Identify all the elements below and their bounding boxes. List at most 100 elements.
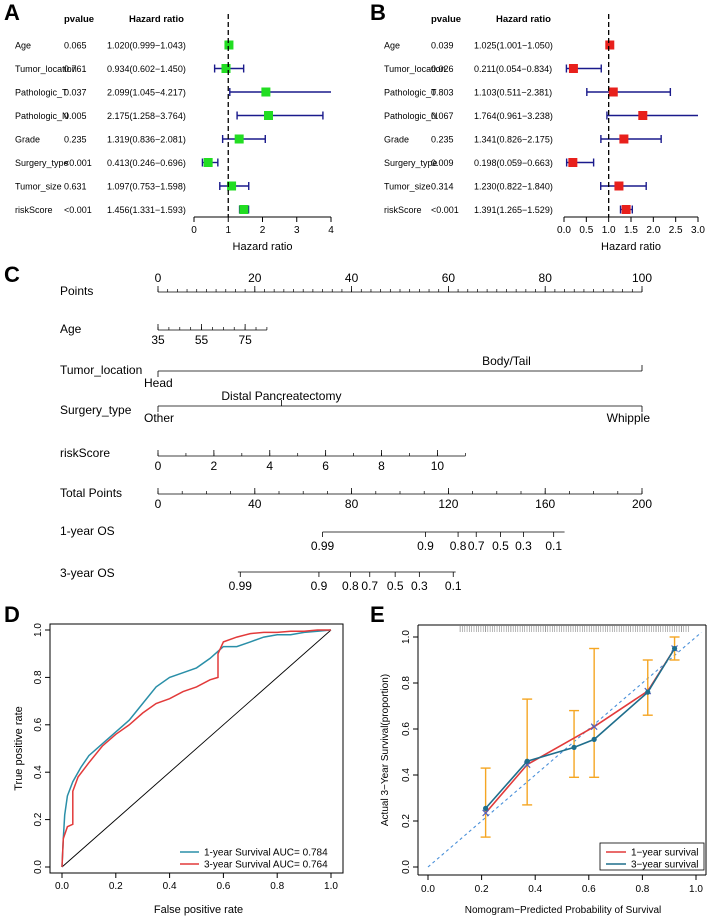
point-marker	[591, 736, 597, 742]
x-tick-label: 0.5	[579, 225, 593, 236]
row-label: Tumor_size	[15, 182, 62, 192]
x-tick-label: 0.6	[216, 881, 230, 892]
x-tick-label: 3	[294, 225, 300, 236]
x-tick-label: 0.0	[557, 225, 571, 236]
forest-plot-b: pvalue Hazard ratio Age 0.039 1.025(1.001−1.…	[384, 14, 705, 253]
x-tick-label: 2.5	[669, 225, 683, 236]
hr-marker	[638, 111, 648, 120]
x-tick-label: 0.8	[270, 881, 284, 892]
x-tick-label: 0.8	[635, 884, 649, 895]
y-tick-label: 0.4	[401, 768, 412, 782]
row-pvalue: 0.039	[431, 41, 454, 51]
prob-tick-label: 0.9	[417, 539, 434, 553]
y-tick-label: 1.0	[401, 630, 412, 644]
diagonal-reference	[61, 629, 332, 868]
row-label: Pathologic_N	[15, 111, 69, 121]
tick-label: 20	[248, 271, 262, 285]
row-label: Tumor_location	[15, 64, 77, 74]
category-label: Head	[144, 376, 173, 390]
y-tick-label: 1.0	[33, 623, 44, 637]
prob-tick-label: 0.9	[311, 579, 328, 593]
tick-label: 80	[345, 497, 359, 511]
y-tick-label: 0.0	[401, 860, 412, 874]
tick-label: 75	[238, 333, 252, 347]
point-marker	[571, 744, 577, 751]
hr-marker	[227, 181, 237, 191]
category-label: Other	[144, 411, 174, 425]
tick-label: 160	[535, 497, 555, 511]
y-axis-title: True positive rate	[13, 706, 25, 791]
prob-tick-label: 0.8	[342, 579, 359, 593]
row-pvalue: 0.067	[431, 111, 454, 121]
row-hr-text: 0.934(0.602−1.450)	[107, 64, 186, 74]
hr-marker	[234, 134, 244, 144]
y-tick-label: 0.0	[33, 860, 44, 874]
row-hr-text: 1.103(0.511−2.381)	[474, 88, 552, 98]
row-pvalue: 0.314	[431, 182, 454, 192]
tick-label: 0	[155, 271, 162, 285]
y-tick-label: 0.2	[401, 814, 412, 828]
tick-label: 2	[211, 459, 218, 473]
row-pvalue: 0.037	[64, 88, 87, 98]
roc-plot: 0.0 0.2 0.4 0.6 0.8 1.0 0.0 0.2 0.4 0.6 0.8 1.0 Fals…	[13, 623, 344, 916]
hr-marker	[608, 87, 618, 97]
hr-marker	[263, 111, 273, 120]
hr-header: Hazard ratio	[496, 14, 551, 25]
hr-marker	[203, 158, 213, 167]
calibration-line	[484, 648, 676, 809]
row-hr-text: 0.211(0.054−0.834)	[474, 64, 552, 74]
x-tick-label: 0.2	[475, 884, 489, 895]
row-label: Pathologic_T	[384, 88, 437, 98]
roc-curve	[61, 629, 331, 868]
tick-label: 4	[266, 459, 273, 473]
prob-tick-label: 0.99	[229, 579, 253, 593]
nomogram-row-label: Surgery_type	[60, 403, 132, 417]
row-hr-text: 2.099(1.045−4.217)	[107, 88, 186, 98]
plot-frame	[49, 623, 344, 874]
category-label: Body/Tail	[482, 354, 531, 368]
x-tick-label: 0.0	[55, 881, 69, 892]
pvalue-header: pvalue	[431, 14, 461, 25]
prob-tick-label: 0.5	[387, 579, 404, 593]
row-hr-text: 1.391(1.265−1.529)	[474, 205, 553, 215]
x-axis-title: Hazard ratio	[233, 241, 293, 253]
row-label: Grade	[15, 135, 40, 145]
x-tick-label: 2	[260, 225, 266, 236]
row-label: Tumor_location	[384, 64, 446, 74]
nomogram-row-label: Tumor_location	[60, 363, 142, 377]
x-tick-label: 0.2	[109, 881, 123, 892]
hr-marker	[568, 64, 578, 73]
row-hr-text: 0.198(0.059−0.663)	[474, 158, 553, 168]
row-pvalue: 0.631	[64, 182, 87, 192]
tick-label: 60	[442, 271, 456, 285]
tick-label: 200	[632, 497, 652, 511]
x-tick-label: 0.4	[163, 881, 177, 892]
legend-label: 1-year Survival AUC= 0.784	[204, 848, 328, 859]
panel-label-e: E	[370, 602, 385, 627]
row-label: Age	[15, 41, 31, 51]
row-hr-text: 2.175(1.258−3.764)	[107, 111, 186, 121]
prob-tick-label: 0.7	[468, 539, 485, 553]
hr-marker	[239, 205, 249, 214]
row-hr-text: 1.097(0.753−1.598)	[107, 182, 186, 192]
tick-label: 6	[322, 459, 329, 473]
point-marker	[524, 758, 530, 764]
hr-marker	[619, 134, 629, 144]
tick-label: 10	[431, 459, 445, 473]
x-tick-label: 2.0	[646, 225, 660, 236]
x-axis-title: Hazard ratio	[601, 241, 661, 253]
y-tick-label: 0.6	[33, 717, 44, 731]
panel-label-a: A	[4, 0, 20, 25]
x-tick-label: 1.5	[624, 225, 638, 236]
legend-box	[215, 841, 340, 871]
panel-label-b: B	[370, 0, 386, 25]
point-marker	[483, 805, 489, 811]
row-pvalue: 0.235	[64, 135, 87, 145]
x-axis-title: Nomogram−Predicted Probability of Surviv…	[465, 905, 661, 916]
nomogram-row-label: riskScore	[60, 446, 110, 460]
legend-label: 3-year Survival AUC= 0.764	[204, 860, 328, 871]
tick-label: 120	[438, 497, 458, 511]
row-pvalue: 0.803	[431, 88, 454, 98]
forest-plot-a: pvalue Hazard ratio Age 0.065 1.020(0.999−1.…	[15, 14, 334, 253]
y-tick-label: 0.8	[33, 670, 44, 684]
